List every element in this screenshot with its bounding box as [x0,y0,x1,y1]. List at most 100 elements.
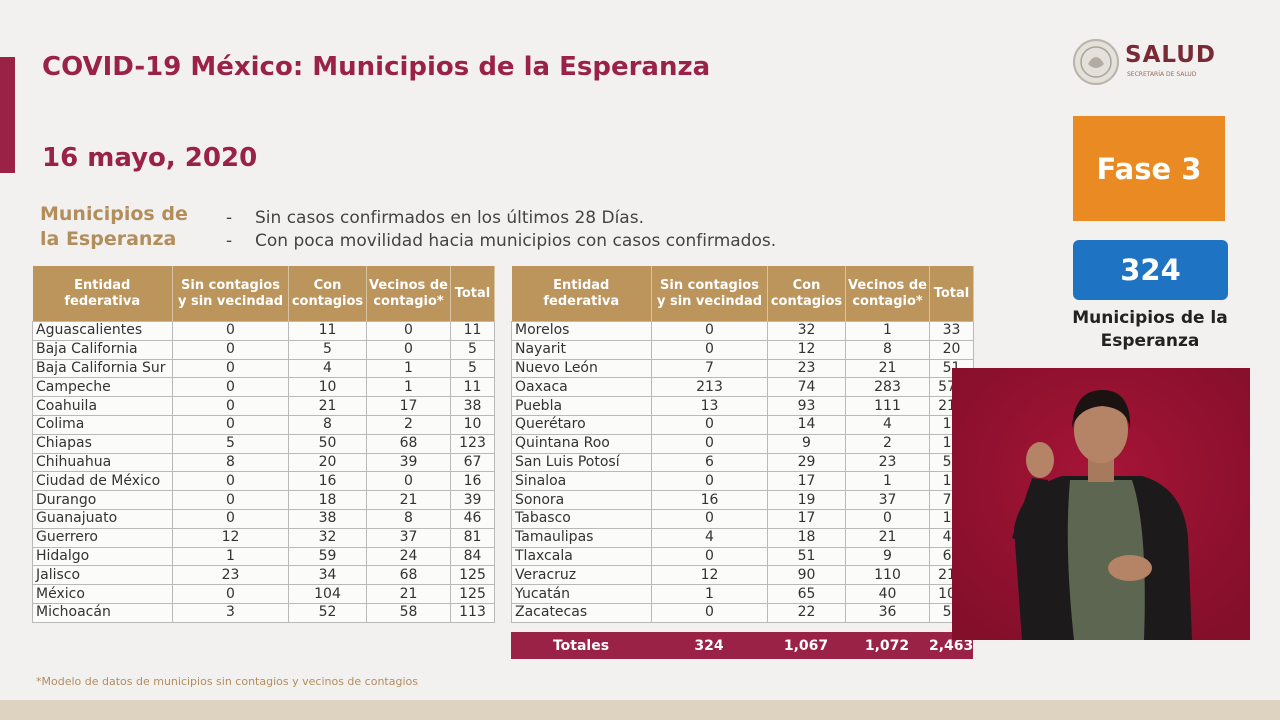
cell-value: 29 [767,452,846,473]
table-row: Yucatán 1 65 40 106 [511,584,974,604]
cell-value: 16 [651,490,768,510]
cell-value: 32 [288,527,367,548]
cell-value: 8 [366,508,451,529]
cell-value: 17 [366,396,451,416]
cell-value: 10 [288,377,367,398]
cell-value: 93 [767,396,846,416]
state-name: Durango [32,490,173,510]
column-header: Sin contagios y sin vecindad [172,266,289,322]
cell-value: 11 [450,321,495,341]
cell-value: 52 [288,602,367,623]
state-name: Guanajuato [32,508,173,529]
state-name: Jalisco [32,565,173,586]
cell-value: 17 [767,471,846,492]
column-header: Vecinos de contagio* [845,266,930,322]
table-head: Entidad federativa Sin contagios y sin ve… [511,266,974,322]
cell-value: 13 [651,396,768,416]
interpreter-video [952,368,1250,640]
cell-value: 23 [845,452,930,473]
table-row: Tlaxcala 0 51 9 60 [511,546,974,567]
table-row: Colima 0 8 2 10 [32,414,495,435]
cell-value: 90 [767,565,846,586]
state-name: Oaxaca [511,377,652,398]
cell-value: 21 [845,527,930,548]
cell-value: 123 [450,433,495,454]
cell-value: 0 [651,508,768,529]
table-row: Ciudad de México 0 16 0 16 [32,471,495,492]
totals-label: Totales [552,637,610,654]
state-name: Tamaulipas [511,527,652,548]
totals-row: Totales 324 1,067 1,072 2,463 [511,632,973,659]
cell-value: 38 [450,396,495,416]
cell-value: 4 [845,414,930,435]
table-row: Jalisco 23 34 68 125 [32,565,495,586]
cell-value: 19 [767,490,846,510]
state-name: Morelos [511,321,652,341]
intro-label: Municipios de la Esperanza [40,203,188,250]
cell-value: 32 [767,321,846,341]
cell-value: 34 [288,565,367,586]
accent-bar [0,57,15,173]
cell-value: 11 [450,377,495,398]
state-name: Querétaro [511,414,652,435]
table-row: Querétaro 0 14 4 18 [511,414,974,435]
table-row: San Luis Potosí 6 29 23 58 [511,452,974,473]
cell-value: 2 [845,433,930,454]
cell-value: 113 [450,602,495,623]
column-header: Con contagios [288,266,367,322]
table-head: Entidad federativa Sin contagios y sin ve… [32,266,495,322]
table-row: Morelos 0 32 1 33 [511,321,974,341]
cell-value: 9 [767,433,846,454]
cell-value: 12 [767,339,846,360]
cell-value: 1 [845,321,930,341]
state-name: Ciudad de México [32,471,173,492]
cell-value: 20 [288,452,367,473]
cell-value: 125 [450,565,495,586]
state-name: Yucatán [511,584,652,604]
cell-value: 0 [172,471,289,492]
state-name: Hidalgo [32,546,173,567]
cell-value: 0 [172,508,289,529]
cell-value: 8 [288,414,367,435]
table-row: Zacatecas 0 22 36 58 [511,602,974,623]
column-header: Total [929,266,974,322]
bullet-text: Sin casos confirmados en los últimos 28 … [255,208,644,228]
column-header: Entidad federativa [511,266,652,322]
cell-value: 110 [845,565,930,586]
state-name: Baja California [32,339,173,360]
cell-value: 12 [651,565,768,586]
state-name: Sinaloa [511,471,652,492]
cell-value: 16 [450,471,495,492]
cell-value: 1 [845,471,930,492]
state-name: Tabasco [511,508,652,529]
state-name: Aguascalientes [32,321,173,341]
column-header: Sin contagios y sin vecindad [651,266,768,322]
cell-value: 0 [366,321,451,341]
cell-value: 3 [172,602,289,623]
cell-value: 16 [288,471,367,492]
table-row: Guerrero 12 32 37 81 [32,527,495,548]
state-name: Colima [32,414,173,435]
cell-value: 5 [172,433,289,454]
cell-value: 0 [172,396,289,416]
cell-value: 23 [172,565,289,586]
table-row: Durango 0 18 21 39 [32,490,495,510]
header-row: Entidad federativa Sin contagios y sin ve… [32,266,495,322]
column-header: Con contagios [767,266,846,322]
date: 16 mayo, 2020 [42,143,258,173]
phase-badge: Fase 3 [1073,116,1225,221]
cell-value: 74 [767,377,846,398]
table-row: Chiapas 5 50 68 123 [32,433,495,454]
count-badge: 324 [1073,240,1228,300]
state-name: México [32,584,173,604]
table-row: Tabasco 0 17 0 17 [511,508,974,529]
table-row: Sonora 16 19 37 72 [511,490,974,510]
state-name: Chihuahua [32,452,173,473]
cell-value: 10 [450,414,495,435]
cell-value: 51 [767,546,846,567]
logo-text: SALUD [1125,42,1216,68]
table-row: Aguascalientes 0 11 0 11 [32,321,495,341]
cell-value: 0 [651,602,768,623]
cell-value: 68 [366,433,451,454]
cell-value: 65 [767,584,846,604]
